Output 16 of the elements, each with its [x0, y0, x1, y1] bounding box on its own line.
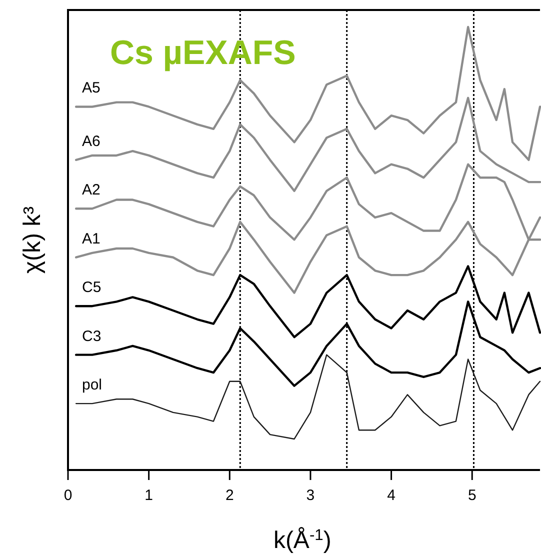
x-axis-title: k(Å$^{-1}$): [273, 526, 332, 554]
x-tick-label: 2: [225, 487, 234, 504]
series-label: C5: [82, 279, 102, 296]
series-label: A5: [82, 80, 100, 97]
y-axis-title: χ(k) k³: [19, 206, 46, 274]
x-tick-label: 3: [306, 487, 315, 504]
series-label: pol: [82, 376, 102, 394]
series-label: A1: [82, 230, 100, 248]
x-tick-label: 4: [387, 487, 396, 504]
x-tick-label: 5: [468, 487, 476, 504]
x-tick-label: 1: [144, 487, 153, 504]
chart-title: Cs µEXAFS: [110, 34, 296, 72]
series-label: A6: [82, 132, 100, 150]
series-label: C3: [82, 328, 102, 345]
series-label: A2: [82, 182, 100, 199]
x-tick-label: 0: [64, 487, 72, 504]
